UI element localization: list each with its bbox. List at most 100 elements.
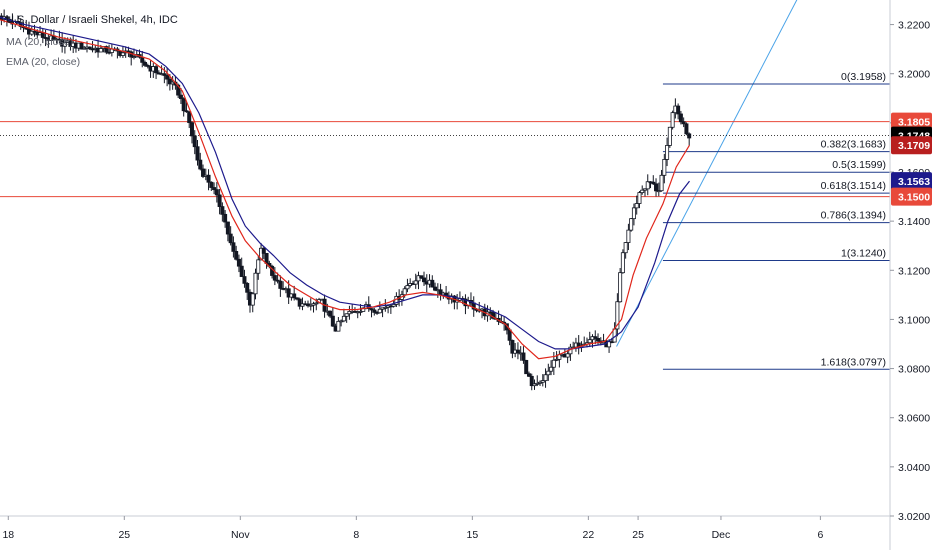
candle xyxy=(587,331,592,348)
candle xyxy=(120,45,125,59)
candle-body-down xyxy=(651,181,656,185)
candle-body-up xyxy=(391,304,396,307)
candle-body-down xyxy=(684,123,689,135)
candle-body-down xyxy=(526,373,531,377)
candle-body-up xyxy=(587,339,592,344)
candle-body-down xyxy=(278,280,283,289)
candle xyxy=(336,317,341,332)
candle xyxy=(433,282,438,292)
candle-body-down xyxy=(264,252,269,264)
candle-body-up xyxy=(29,30,34,35)
candle xyxy=(328,310,333,319)
x-tick-label: 6 xyxy=(817,529,823,541)
candle-body-up xyxy=(256,259,261,274)
x-tick-label: Nov xyxy=(231,529,250,541)
candle xyxy=(651,175,656,185)
candle xyxy=(87,46,92,50)
candle xyxy=(430,275,435,288)
candle xyxy=(678,110,683,125)
candle-body-up xyxy=(383,306,388,309)
candle-body-up xyxy=(645,181,650,190)
candle-body-down xyxy=(369,308,374,311)
candle xyxy=(231,236,236,258)
candle-body-down xyxy=(206,174,211,183)
candle xyxy=(330,307,335,327)
candle xyxy=(526,371,531,377)
candle-body-down xyxy=(212,187,217,191)
candle-body-down xyxy=(593,336,598,339)
candle xyxy=(626,223,631,251)
candle xyxy=(79,41,84,50)
candle xyxy=(192,130,197,155)
candle xyxy=(515,342,520,360)
candle-body-down xyxy=(297,298,302,307)
candle xyxy=(239,257,244,277)
candle xyxy=(217,189,222,215)
candle-body-up xyxy=(314,302,319,305)
x-tick-label: Dec xyxy=(712,529,731,541)
candle xyxy=(546,363,551,381)
candle-body-up xyxy=(311,303,316,306)
candle-body-down xyxy=(178,94,183,99)
price-badge-label: 3.1805 xyxy=(898,117,930,129)
candle xyxy=(670,110,675,130)
candle-body-down xyxy=(140,56,145,63)
candle-body-up xyxy=(405,285,410,290)
ma-indicator-label[interactable]: MA (20, close) xyxy=(6,36,74,48)
candle xyxy=(261,246,266,260)
candle-body-down xyxy=(239,265,244,277)
candle xyxy=(308,298,313,311)
candle-body-up xyxy=(120,52,125,56)
candle xyxy=(278,275,283,297)
ema-line xyxy=(0,19,691,360)
candle-body-down xyxy=(236,258,241,267)
y-tick-label: 3.0600 xyxy=(898,413,930,425)
candle xyxy=(220,202,225,222)
price-badge-bg xyxy=(891,172,932,191)
candle xyxy=(667,126,672,148)
candle-body-up xyxy=(336,320,341,332)
ema-indicator-label[interactable]: EMA (20, close) xyxy=(6,56,81,68)
candle xyxy=(181,97,186,117)
candle xyxy=(253,268,258,300)
candle xyxy=(521,346,526,364)
candle-body-down xyxy=(521,352,526,361)
candle xyxy=(543,368,548,388)
candle xyxy=(634,195,639,215)
candle-body-down xyxy=(245,282,250,293)
candle-body-up xyxy=(642,188,647,191)
y-tick-label: 3.2200 xyxy=(898,20,930,32)
candle xyxy=(640,185,645,195)
candle xyxy=(297,297,302,310)
candle-body-down xyxy=(87,46,92,50)
candle xyxy=(687,132,692,146)
candle-body-down xyxy=(228,233,233,244)
plot-area[interactable]: 0(3.1958) 0.382(3.1683) 0.5(3.1599) 0.618(3… xyxy=(0,0,890,391)
candle-body-down xyxy=(596,338,601,342)
y-tick-label: 3.0200 xyxy=(898,511,930,523)
y-tick-label: 3.1200 xyxy=(898,265,930,277)
price-badge: 3.1563 xyxy=(891,172,932,191)
candle xyxy=(529,373,534,391)
candle-body-up xyxy=(667,126,672,146)
price-badge-label: 3.1563 xyxy=(898,176,930,188)
candle-body-up xyxy=(659,174,664,192)
candle-body-down xyxy=(165,75,170,80)
candle-body-down xyxy=(687,133,692,139)
candle xyxy=(557,350,562,368)
x-tick-label: 22 xyxy=(583,529,595,541)
candle xyxy=(143,60,148,68)
candle-body-up xyxy=(377,308,382,314)
price-badge-bg xyxy=(891,112,932,131)
candle-body-down xyxy=(507,329,512,341)
candle xyxy=(358,304,363,316)
candle-body-down xyxy=(223,213,228,223)
candle-body-up xyxy=(308,304,313,307)
candle-body-up xyxy=(62,42,67,47)
candle-body-down xyxy=(524,359,529,375)
candle-body-down xyxy=(286,288,291,298)
candle xyxy=(565,350,570,364)
candle-body-up xyxy=(665,145,670,160)
candle-body-down xyxy=(510,339,515,354)
